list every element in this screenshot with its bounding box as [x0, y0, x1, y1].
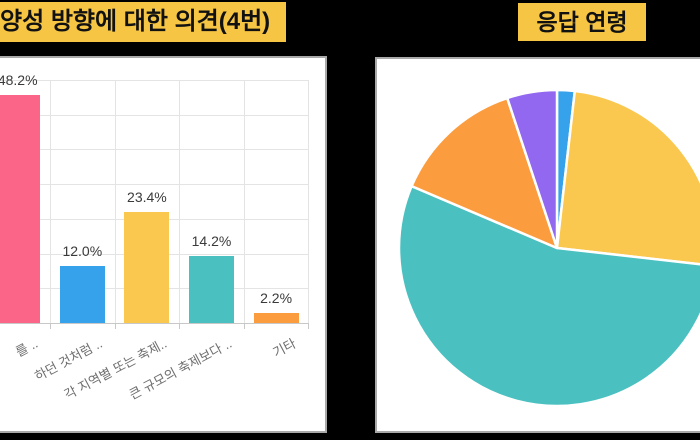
gridline-vertical: [179, 80, 181, 323]
bar-3: [124, 212, 170, 323]
pie-slice-orange: [410, 96, 559, 250]
bar-value-label: 12.0%: [62, 243, 103, 260]
gridline-horizontal: [0, 114, 308, 116]
bar-chart-title: 양성 방향에 대한 의견(4번): [0, 2, 287, 42]
gridline-vertical: [50, 80, 51, 323]
pie-chart-title: 응답 연령: [518, 3, 646, 41]
gridline-vertical: [243, 80, 245, 323]
pie-chart: [397, 88, 700, 408]
pie-slice-purple: [505, 88, 559, 250]
pie-slice-teal: [397, 184, 700, 408]
bar-1: [0, 94, 41, 323]
gridline-horizontal: [0, 149, 308, 151]
bar-4: [189, 255, 234, 323]
gridline-horizontal: [0, 184, 308, 186]
x-axis-tick: [243, 323, 245, 329]
bar-plot-area: 48.2% 를 .. 12.0% 하던 것처럼 .. 23.4% 각 지역별 또는 축제.…: [0, 72, 310, 402]
gridline-horizontal: [0, 80, 308, 81]
pie-slice-yellow: [555, 89, 700, 266]
bar-value-label: 2.2%: [260, 289, 293, 306]
x-axis-tick: [114, 323, 116, 329]
x-axis-tick: [308, 323, 310, 329]
bar-2: [59, 266, 105, 323]
x-axis-tick: [179, 323, 181, 329]
x-axis-tick: [50, 323, 51, 329]
bar-value-label: 23.4%: [127, 189, 167, 206]
bar-value-label: 48.2%: [0, 71, 38, 88]
bar-value-label: 14.2%: [191, 232, 232, 249]
pie-chart-panel: [375, 57, 700, 433]
bar-5: [253, 312, 299, 323]
gridline-vertical: [114, 80, 116, 323]
gridline-vertical: [308, 80, 310, 323]
